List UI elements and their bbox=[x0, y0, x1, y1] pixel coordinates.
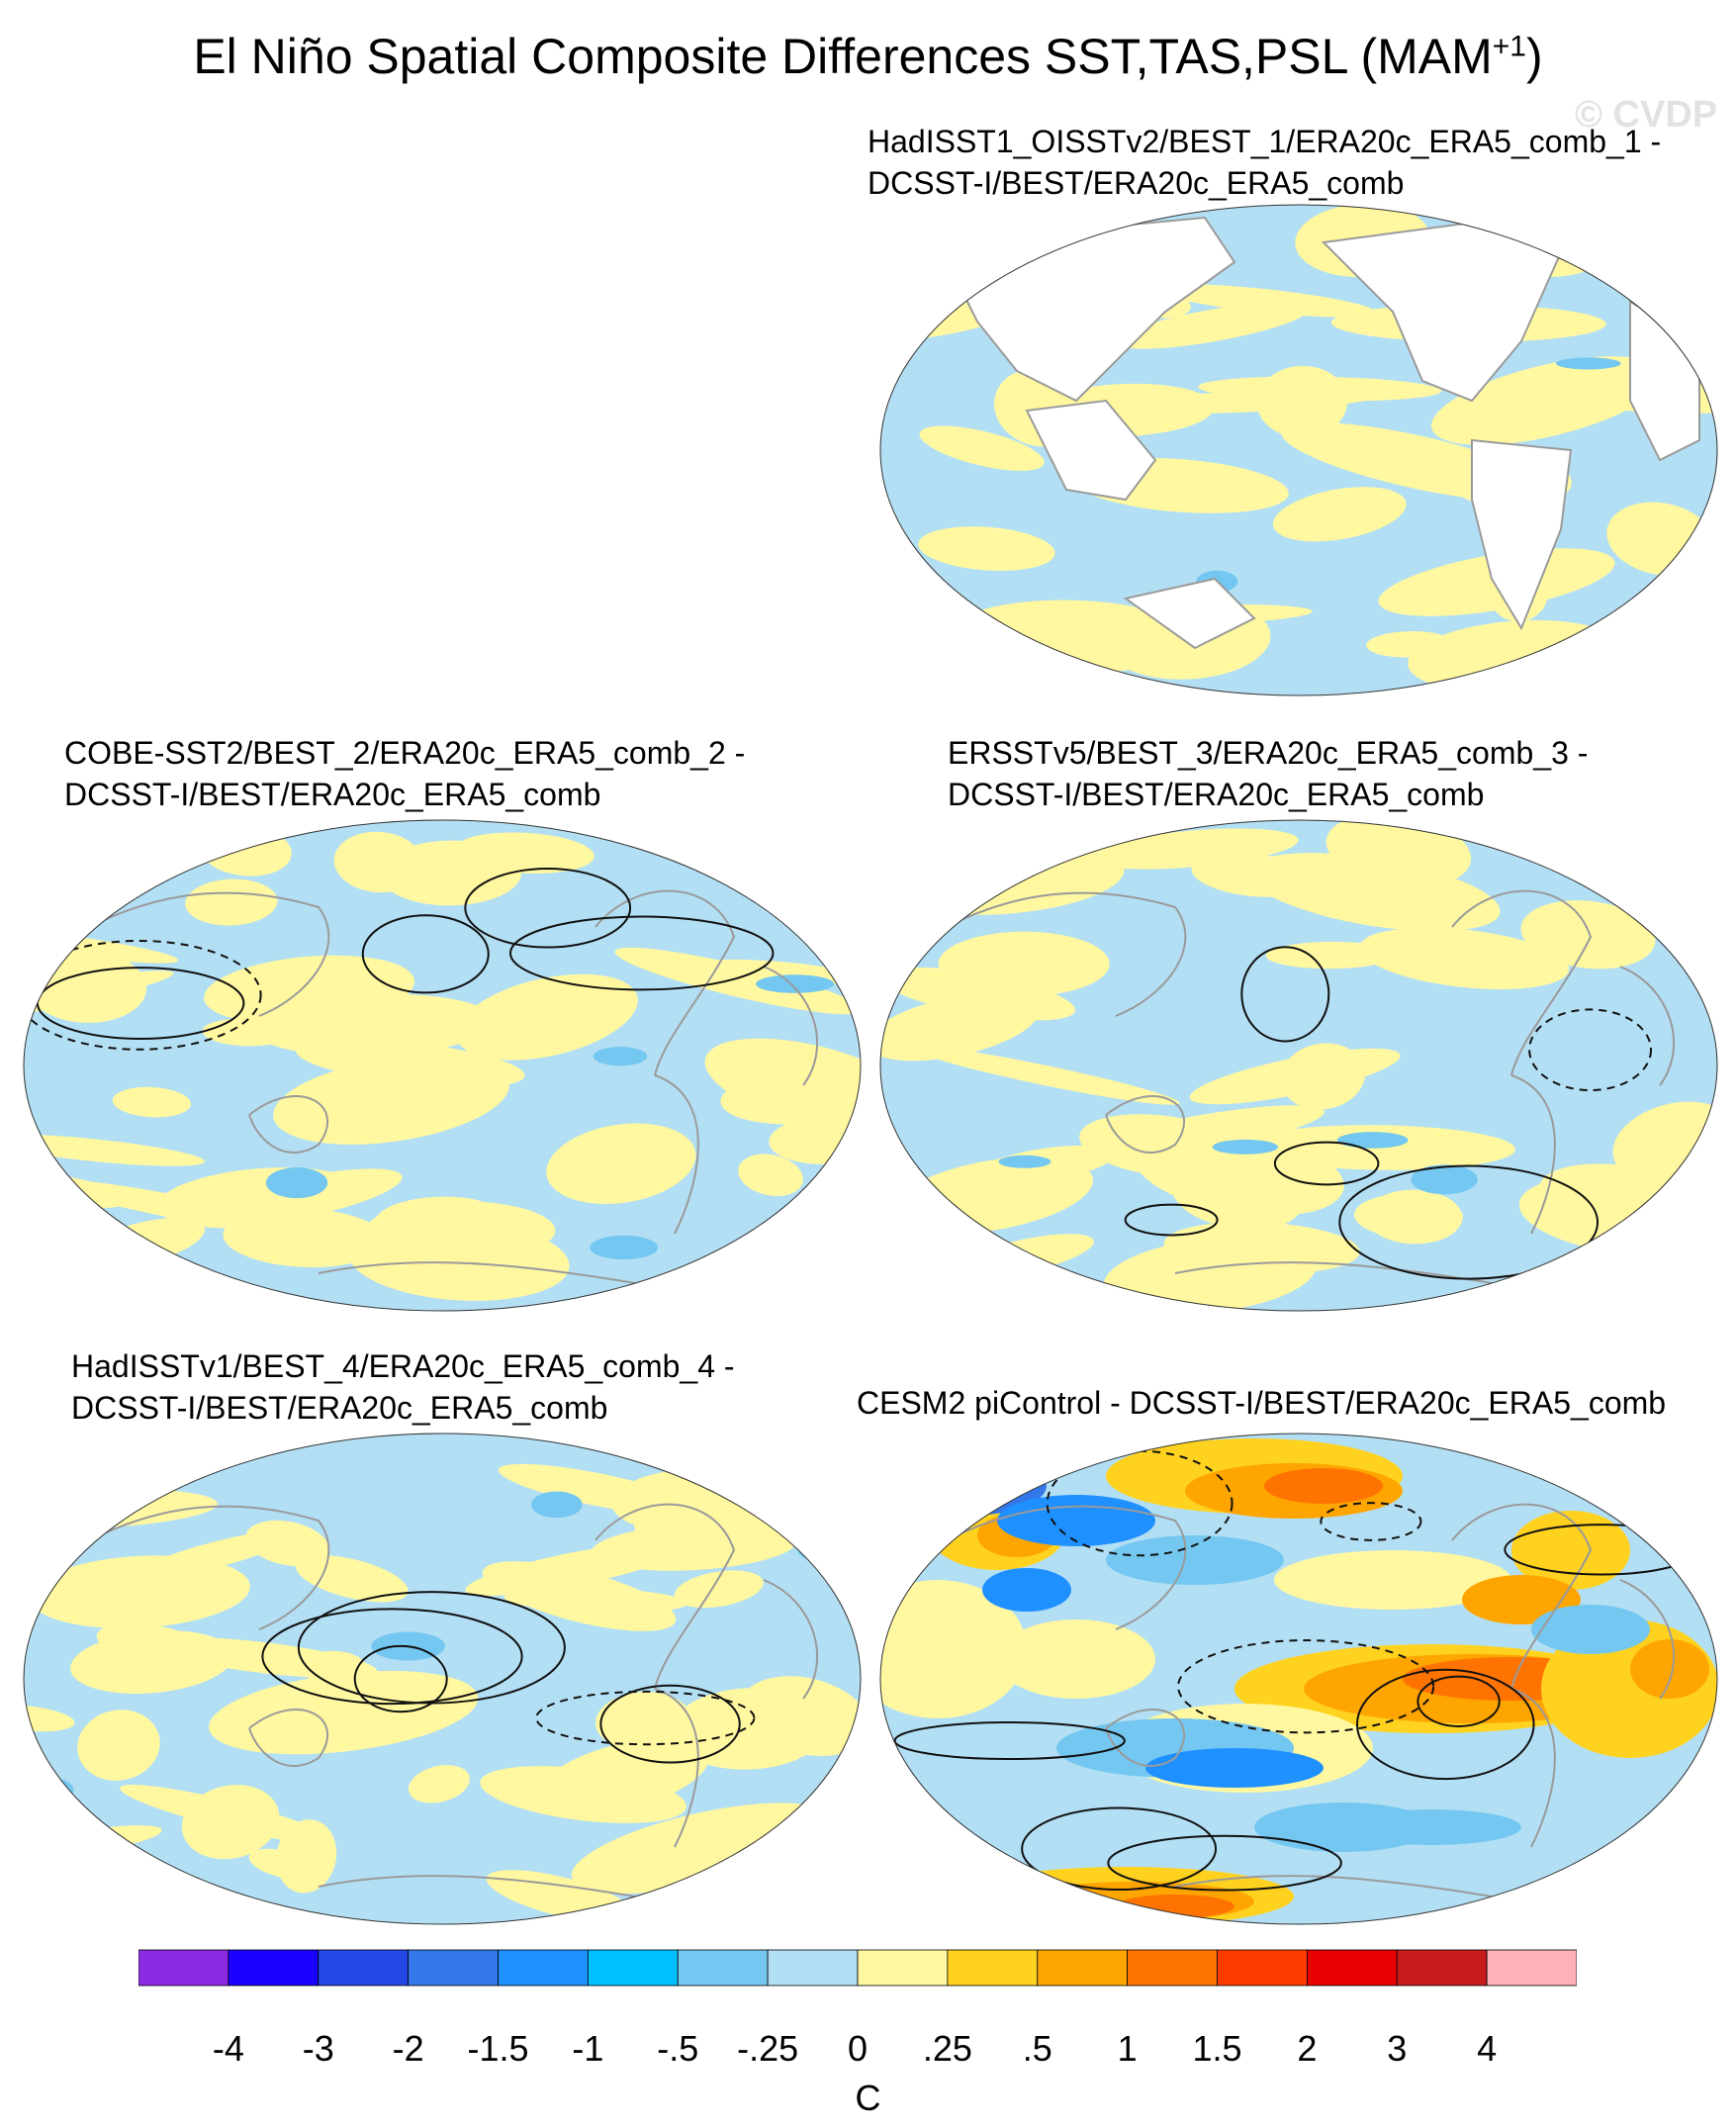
colorbar-swatch bbox=[767, 1949, 859, 1987]
colorbar-tick-label: -2 bbox=[392, 2028, 424, 2069]
colorbar-tick-label: 1 bbox=[1117, 2028, 1138, 2069]
colorbar-tick-label: -4 bbox=[212, 2028, 244, 2069]
panel-5-title: CESM2 piControl - DCSST-I/BEST/ERA20c_ER… bbox=[857, 1385, 1667, 1421]
colorbar-tick-label: 1.5 bbox=[1192, 2028, 1242, 2069]
colorbar-swatch bbox=[1486, 1949, 1578, 1987]
map-field bbox=[880, 205, 1717, 695]
colorbar-tick-label: .25 bbox=[922, 2028, 972, 2069]
colorbar-swatch bbox=[137, 1949, 229, 1987]
colorbar-tick-label: 4 bbox=[1477, 2028, 1498, 2069]
colorbar-tick-label: 0 bbox=[847, 2028, 868, 2069]
colorbar-tick-label: -3 bbox=[302, 2028, 334, 2069]
panel-5-map bbox=[878, 1432, 1719, 1926]
colorbar-tick-label: -.5 bbox=[657, 2028, 699, 2069]
colorbar-swatch bbox=[1396, 1949, 1488, 1987]
colorbar-tick-label: -1 bbox=[572, 2028, 604, 2069]
colorbar-swatch bbox=[677, 1949, 769, 1987]
colorbar-units: C bbox=[855, 2078, 881, 2118]
map-field bbox=[880, 820, 1717, 1311]
map-field bbox=[880, 1434, 1717, 1924]
colorbar-tick-labels: -4 -3 -2 -1.5 -1 -.5 -.25 0 .25 .5 1 1.5 2 3 4 bbox=[0, 2028, 1736, 2078]
panel-2-map bbox=[22, 818, 863, 1313]
colorbar-swatch bbox=[947, 1949, 1039, 1987]
panel-4-title: HadISSTv1/BEST_4/ERA20c_ERA5_comb_4 - DCS… bbox=[71, 1348, 735, 1426]
colorbar bbox=[137, 1949, 1578, 1993]
colorbar-swatch bbox=[1306, 1949, 1398, 1987]
map-field bbox=[24, 1434, 861, 1924]
colorbar-swatch bbox=[228, 1949, 320, 1987]
colorbar-swatch bbox=[408, 1949, 499, 1987]
colorbar-swatch bbox=[498, 1949, 589, 1987]
panel-3-map bbox=[878, 818, 1719, 1313]
panel-4-map bbox=[22, 1432, 863, 1926]
panel-2-title: COBE-SST2/BEST_2/ERA20c_ERA5_comb_2 - DCS… bbox=[64, 735, 746, 812]
colorbar-tick-label: -1.5 bbox=[467, 2028, 529, 2069]
colorbar-tick-label: 3 bbox=[1387, 2028, 1408, 2069]
cvdp-watermark: © CVDP bbox=[1575, 94, 1718, 136]
colorbar-swatch bbox=[857, 1949, 949, 1987]
colorbar-swatch bbox=[1037, 1949, 1129, 1987]
colorbar-swatch bbox=[587, 1949, 679, 1987]
panel-3-title: ERSSTv5/BEST_3/ERA20c_ERA5_comb_3 - DCSST… bbox=[948, 735, 1589, 812]
colorbar-tick-label: 2 bbox=[1297, 2028, 1318, 2069]
colorbar-tick-label: -.25 bbox=[737, 2028, 799, 2069]
colorbar-swatch bbox=[318, 1949, 410, 1987]
colorbar-swatch bbox=[1127, 1949, 1218, 1987]
colorbar-swatch bbox=[1217, 1949, 1308, 1987]
colorbar-tick-label: .5 bbox=[1022, 2028, 1052, 2069]
panel-1-title: HadISST1_OISSTv2/BEST_1/ERA20c_ERA5_comb… bbox=[868, 124, 1662, 201]
map-field bbox=[24, 820, 861, 1311]
figure-title: El Niño Spatial Composite Differences SS… bbox=[193, 29, 1543, 84]
panel-1-map bbox=[878, 203, 1719, 697]
